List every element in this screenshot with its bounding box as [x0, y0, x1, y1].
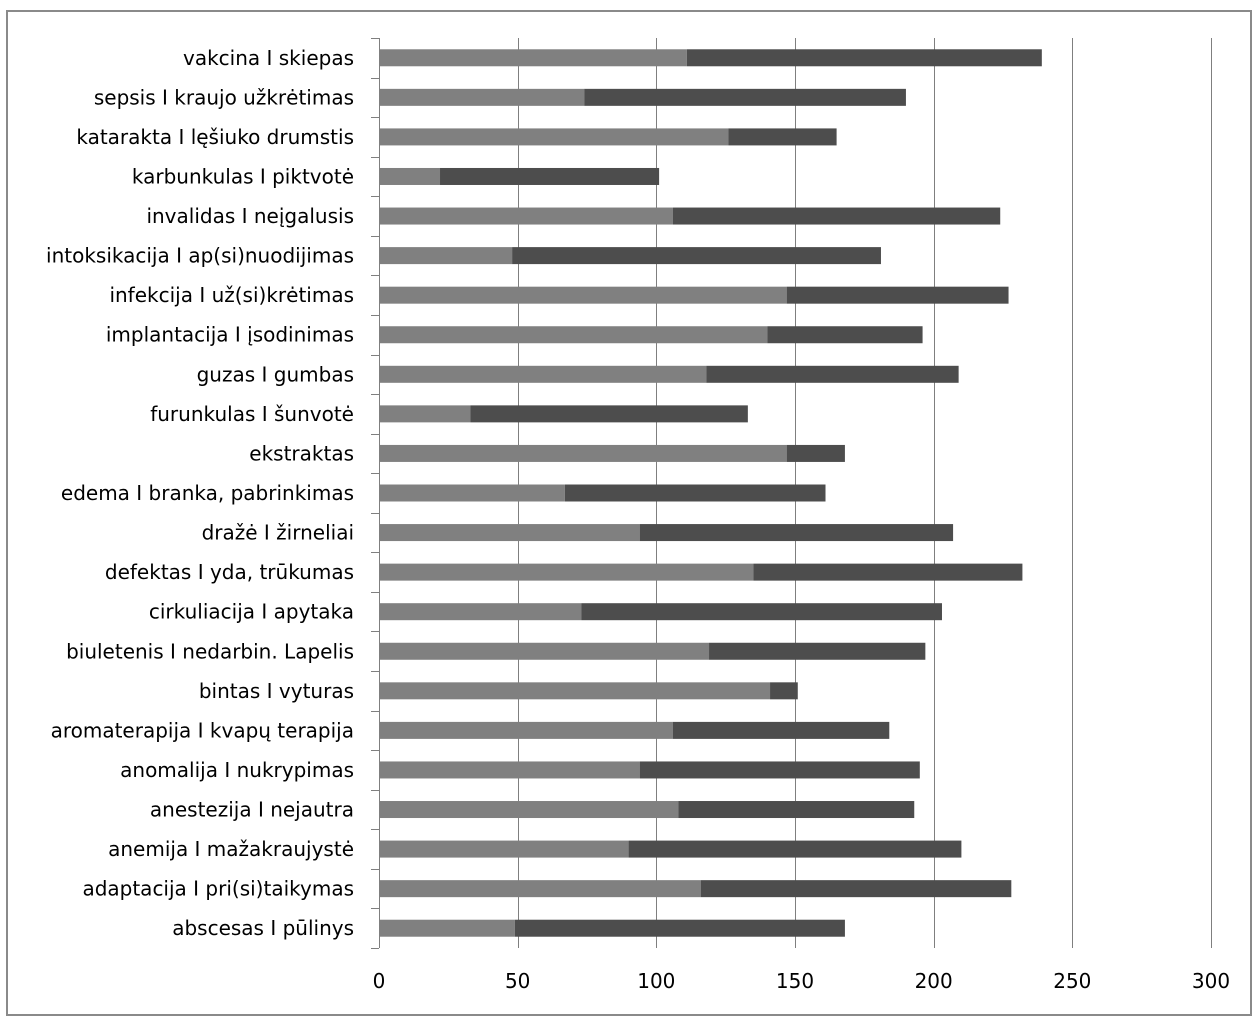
bar-segment-1 — [379, 365, 707, 383]
category-label: aromaterapija I kvapų terapija — [51, 718, 354, 742]
bar-segment-1 — [379, 682, 771, 700]
category-label: implantacija I įsodinimas — [106, 323, 354, 347]
bar-segment-1 — [379, 563, 754, 581]
category-label: guzas I gumbas — [197, 362, 354, 386]
category-label: furunkulas I šunvotė — [150, 402, 354, 426]
category-label: adaptacija I pri(si)taikymas — [82, 877, 354, 901]
x-tick-label: 150 — [776, 969, 814, 993]
category-label: vakcina I skiepas — [183, 46, 354, 70]
bar-segment-1 — [379, 919, 515, 937]
category-label: cirkuliacija I apytaka — [149, 600, 354, 624]
category-label: infekcija I už(si)krėtimas — [109, 283, 354, 307]
bar-segment-2 — [628, 840, 962, 858]
bar-segment-1 — [379, 642, 710, 660]
bar-segment-1 — [379, 761, 640, 779]
bar-segment-2 — [770, 682, 798, 700]
category-label: ekstraktas — [249, 441, 354, 465]
bar-segment-2 — [639, 524, 954, 542]
bar-segment-1 — [379, 405, 471, 423]
x-tick-label: 0 — [373, 969, 386, 993]
bar-segment-2 — [753, 563, 1023, 581]
category-label: dražė I žirneliai — [202, 521, 354, 545]
bar-segment-1 — [379, 484, 565, 502]
bar-segment-2 — [564, 484, 826, 502]
bar-segment-2 — [672, 721, 890, 739]
bar-segment-1 — [379, 603, 582, 621]
bar-segment-2 — [728, 128, 837, 146]
bars — [379, 49, 1042, 937]
bar-segment-2 — [700, 880, 1012, 898]
bar-segment-1 — [379, 286, 787, 304]
bar-segment-2 — [639, 761, 920, 779]
bar-segment-1 — [379, 444, 787, 462]
x-tick-label: 50 — [505, 969, 530, 993]
bar-segment-1 — [379, 880, 701, 898]
bar-segment-2 — [514, 919, 845, 937]
bar-segment-1 — [379, 128, 729, 146]
bar-segment-1 — [379, 524, 640, 542]
bar-segment-1 — [379, 49, 687, 67]
bar-segment-2 — [786, 286, 1009, 304]
bar-segment-1 — [379, 326, 768, 344]
bar-segment-1 — [379, 167, 441, 185]
category-label: katarakta I lęšiuko drumstis — [76, 125, 354, 149]
bar-segment-2 — [584, 88, 906, 106]
gridlines — [518, 38, 1212, 948]
category-label: edema I branka, pabrinkimas — [61, 481, 354, 505]
bar-segment-2 — [767, 326, 923, 344]
category-label: anomalija I nukrypimas — [120, 758, 354, 782]
bar-segment-2 — [512, 247, 881, 265]
bar-segment-2 — [470, 405, 748, 423]
bar-segment-1 — [379, 247, 513, 265]
x-tick-label: 100 — [637, 969, 675, 993]
category-label: sepsis I kraujo užkrėtimas — [94, 85, 354, 109]
x-tick-label: 250 — [1053, 969, 1091, 993]
category-label: abscesas I pūlinys — [172, 916, 354, 940]
category-label: invalidas I neįgalusis — [146, 204, 354, 228]
bar-segment-2 — [706, 365, 959, 383]
category-label: anestezija I nejautra — [150, 798, 354, 822]
bar-segment-1 — [379, 801, 679, 819]
category-label: biuletenis I nedarbin. Lapelis — [66, 639, 354, 663]
category-axis — [371, 38, 380, 949]
bar-segment-2 — [686, 49, 1042, 67]
bar-segment-2 — [581, 603, 942, 621]
bar-segment-2 — [672, 207, 1001, 225]
x-tick-label: 200 — [915, 969, 953, 993]
bar-segment-2 — [786, 444, 845, 462]
bar-segment-2 — [709, 642, 926, 660]
category-labels: vakcina I skiepas sepsis I kraujo užkrėti… — [46, 46, 354, 940]
category-label: intoksikacija I ap(si)nuodijimas — [46, 244, 354, 268]
category-label: karbunkulas I piktvotė — [132, 164, 354, 188]
bar-segment-1 — [379, 840, 629, 858]
bar-segment-1 — [379, 207, 673, 225]
category-label: anemija I mažakraujystė — [108, 837, 354, 861]
category-label: defektas I yda, trūkumas — [105, 560, 354, 584]
x-tick-label: 300 — [1192, 969, 1230, 993]
bar-segment-2 — [678, 801, 915, 819]
bar-segment-1 — [379, 88, 585, 106]
value-tick-labels: 0 50 100 150 200 250 300 — [373, 969, 1230, 993]
bar-segment-2 — [440, 167, 660, 185]
category-label: bintas I vyturas — [199, 679, 354, 703]
bar-segment-1 — [379, 721, 673, 739]
